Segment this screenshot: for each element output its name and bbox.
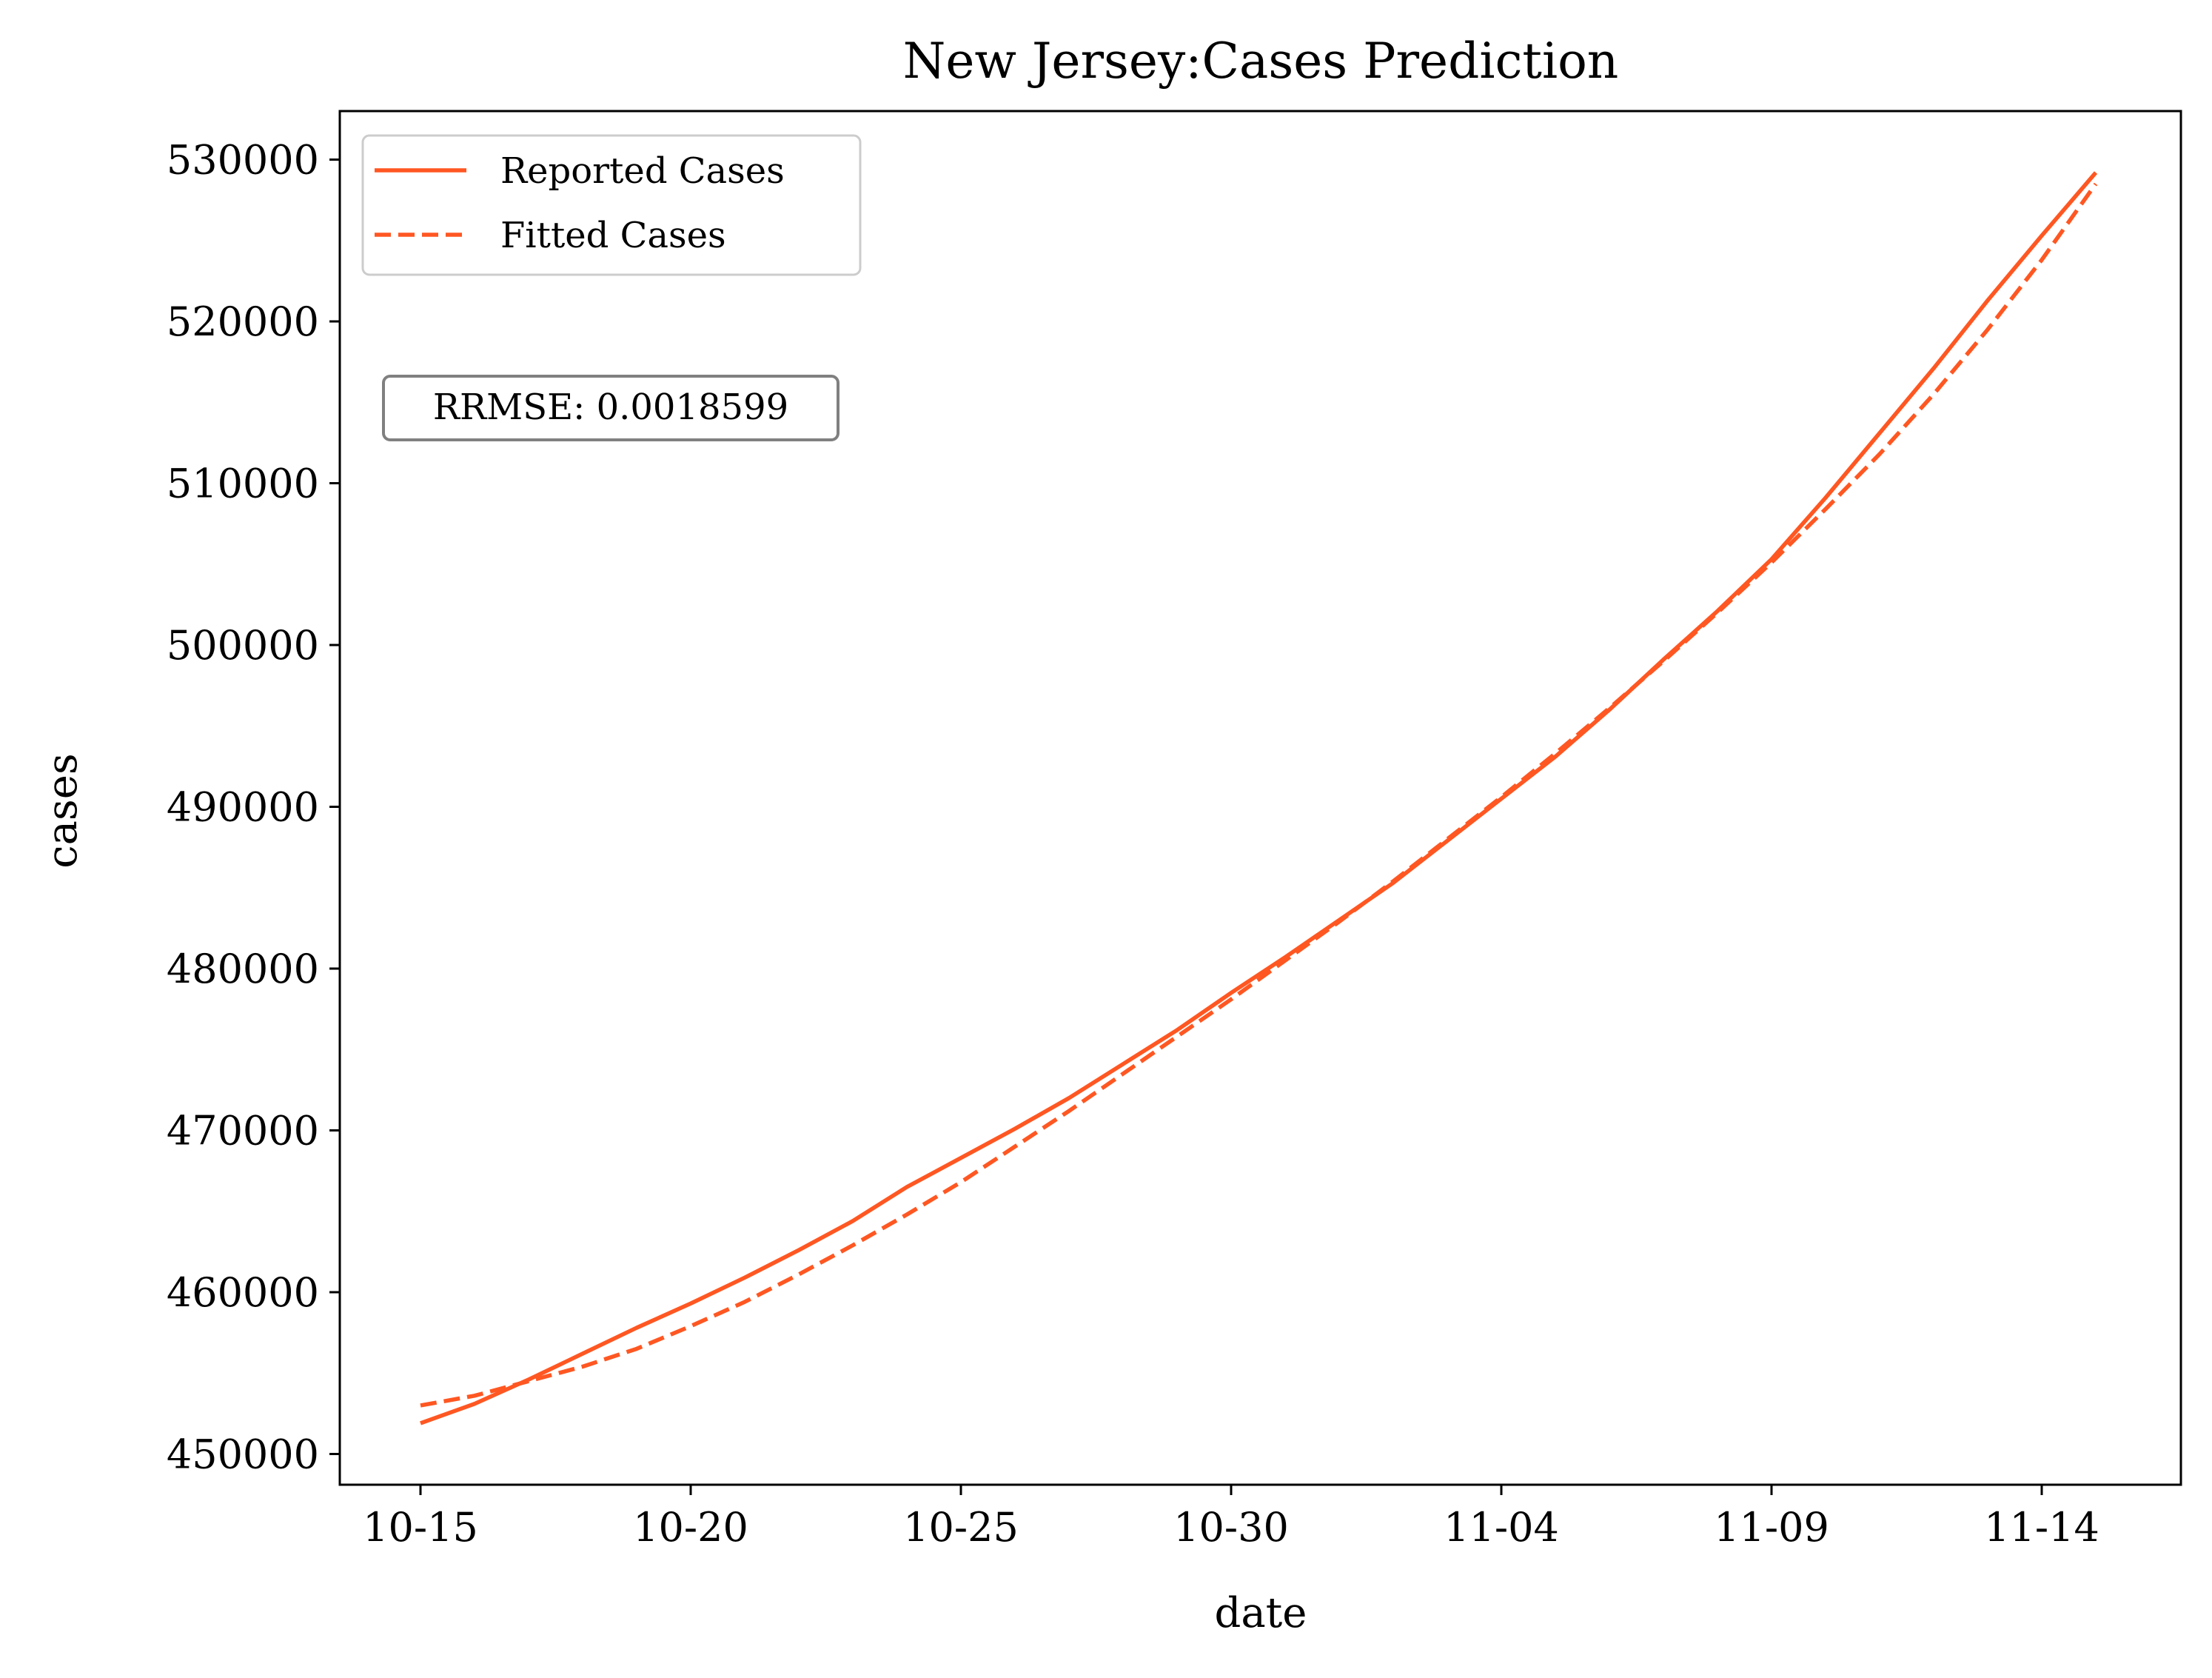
series-line-fitted xyxy=(420,182,2098,1408)
x-tick-label: 10-20 xyxy=(633,1504,748,1551)
annotation-text: RRMSE: 0.0018599 xyxy=(433,387,788,428)
y-tick-label: 480000 xyxy=(167,946,319,992)
x-tick-label: 11-04 xyxy=(1444,1504,1559,1551)
series-layer xyxy=(420,171,2098,1425)
rrmse-annotation: RRMSE: 0.0018599 xyxy=(382,375,839,441)
annotation-box xyxy=(382,375,839,441)
y-axis-ticks: 450000 460000 470000 480000 490000 500000 5100… xyxy=(167,137,340,1477)
x-tick-label: 11-14 xyxy=(1984,1504,2099,1551)
y-tick-label: 460000 xyxy=(167,1269,319,1316)
x-tick-label: 11-09 xyxy=(1714,1504,1829,1551)
y-tick-label: 520000 xyxy=(167,298,319,345)
legend: Reported Cases Fitted Cases xyxy=(361,134,862,276)
legend-label-reported: Reported Cases xyxy=(500,150,785,192)
y-tick-label: 490000 xyxy=(167,784,319,831)
plot-area-frame xyxy=(338,110,2182,1486)
legend-box xyxy=(361,134,862,276)
y-axis-label: cases xyxy=(38,753,87,868)
series-line-reported xyxy=(420,171,2098,1425)
y-tick-label: 470000 xyxy=(167,1108,319,1154)
y-tick-label: 510000 xyxy=(167,461,319,507)
chart-title: New Jersey:Cases Prediction xyxy=(903,33,1619,90)
legend-label-fitted: Fitted Cases xyxy=(500,215,726,256)
x-axis-ticks: 10-15 10-20 10-25 10-30 11-04 11-09 11-14 xyxy=(363,1485,2099,1551)
x-tick-label: 10-30 xyxy=(1173,1504,1289,1551)
y-tick-label: 450000 xyxy=(167,1431,319,1477)
x-axis-label: date xyxy=(1215,1589,1307,1637)
y-tick-label: 530000 xyxy=(167,137,319,184)
x-tick-label: 10-15 xyxy=(363,1504,478,1551)
x-tick-label: 10-25 xyxy=(903,1504,1019,1551)
y-tick-label: 500000 xyxy=(167,622,319,669)
